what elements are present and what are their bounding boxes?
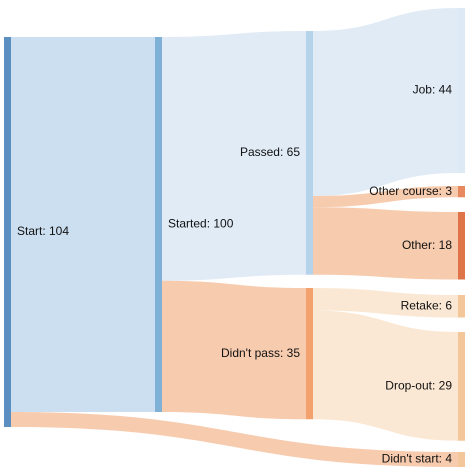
label-retake: Retake: 6: [401, 298, 453, 312]
label-started: Started: 100: [168, 217, 234, 231]
node-passed: [306, 31, 313, 275]
node-dropout: [458, 332, 465, 441]
label-passed: Passed: 65: [240, 145, 300, 159]
link-passed-to-job: [313, 8, 458, 196]
link-didnt_pass-to-retake: [313, 288, 458, 318]
node-start: [4, 37, 11, 427]
link-passed-to-other: [313, 207, 458, 280]
label-other-course: Other course: 3: [369, 184, 452, 198]
node-other: [458, 212, 465, 280]
node-didnt-start: [458, 452, 465, 467]
link-didnt_pass-to-dropout: [313, 310, 458, 441]
label-dropout: Drop-out: 29: [385, 379, 452, 393]
label-job: Job: 44: [413, 83, 453, 97]
sankey-nodes: [4, 8, 465, 467]
node-retake: [458, 295, 465, 318]
link-start-to-didnt_start: [11, 412, 458, 467]
label-didnt-start: Didn't start: 4: [382, 452, 453, 466]
link-passed-to-other_course: [313, 186, 458, 208]
label-other: Other: 18: [402, 238, 452, 252]
link-start-to-started: [11, 37, 155, 412]
node-started: [155, 37, 162, 412]
sankey-links: [11, 8, 458, 467]
node-job: [458, 8, 465, 173]
node-didnt-pass: [306, 288, 313, 420]
node-other-course: [458, 186, 465, 198]
link-started-to-passed: [162, 31, 306, 281]
link-started-to-didnt_pass: [162, 280, 306, 420]
label-didnt-pass: Didn't pass: 35: [221, 346, 300, 360]
sankey-labels: Start: 104 Started: 100 Passed: 65 Didn't p…: [17, 83, 452, 466]
label-start: Start: 104: [17, 224, 69, 238]
